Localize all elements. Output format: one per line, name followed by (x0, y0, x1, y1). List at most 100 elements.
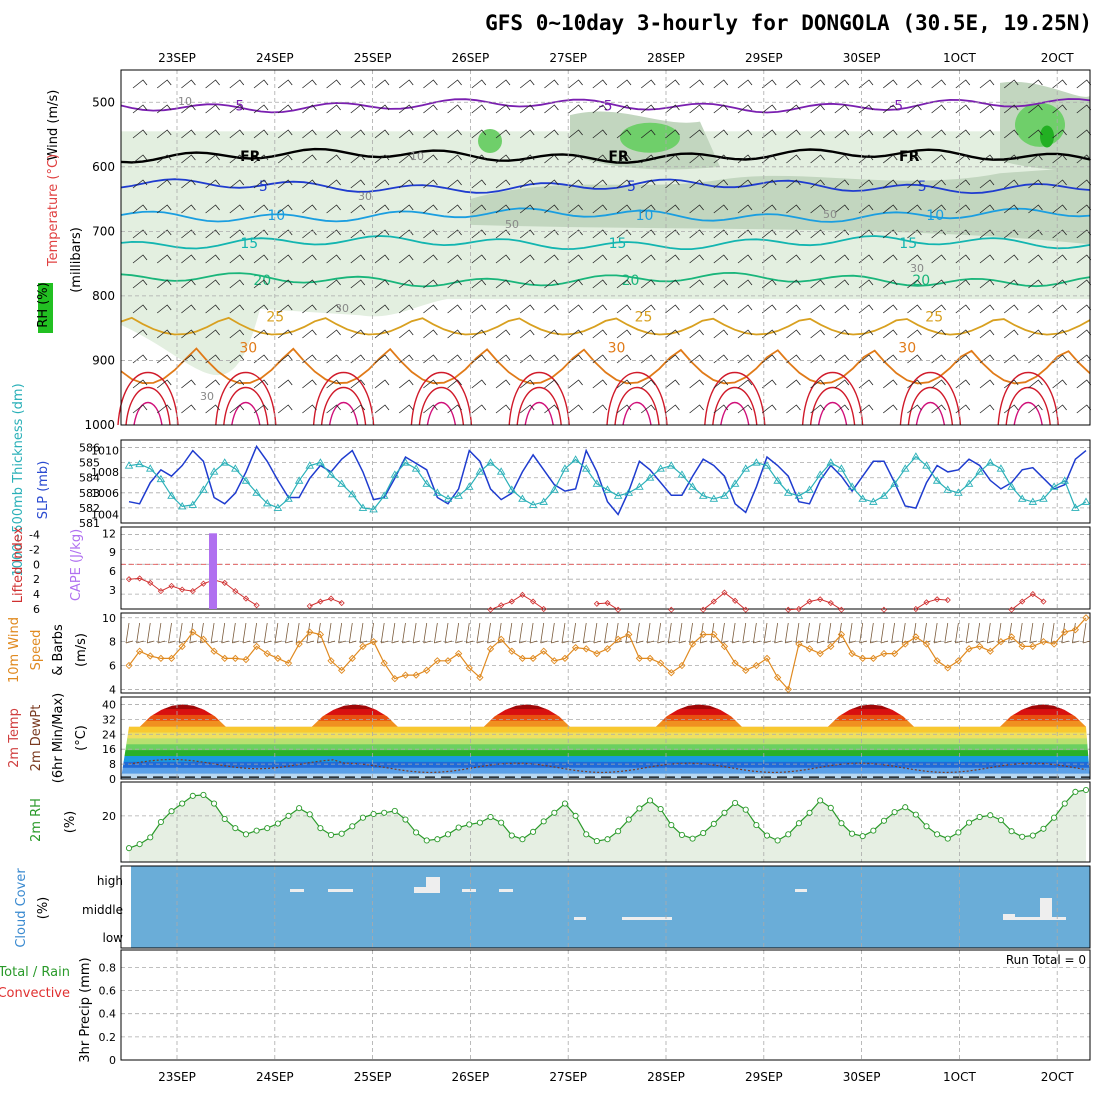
wind-barb (205, 179, 220, 189)
wind-speed-marker (263, 649, 271, 658)
thickness-marker (475, 467, 485, 475)
wind-barb (640, 179, 656, 189)
rh-2m-marker (997, 817, 1004, 824)
wind-barb (640, 204, 656, 214)
wind-barb (592, 204, 608, 214)
wind-barb (398, 79, 414, 89)
wind-barb (737, 79, 753, 89)
wind-speed-marker (922, 640, 931, 648)
wind-barb (447, 154, 462, 164)
rh-2m-marker (338, 830, 345, 837)
wind-barb (302, 154, 317, 164)
thickness-marker (273, 503, 283, 511)
date-tick-label: 26SEP (452, 1070, 490, 1084)
wind-barb (132, 279, 148, 289)
wind-barb (374, 329, 390, 339)
wind-barb (398, 204, 414, 214)
wind-barb (544, 304, 559, 314)
wind-barb (519, 104, 535, 114)
wind-barb (1052, 204, 1067, 214)
wind-barb (568, 404, 583, 414)
rh-2m-marker (157, 818, 164, 826)
thickness-marker (879, 491, 889, 499)
middle-cloud-bar (1040, 898, 1052, 920)
cape-bar (209, 533, 217, 609)
isotherm-line (614, 386, 660, 426)
wind-speed-marker (508, 647, 516, 655)
wind-barb (955, 79, 971, 89)
wind-barb (713, 304, 729, 314)
isotherm-label: 25 (635, 310, 653, 326)
wind-barb (931, 254, 946, 264)
thickness-marker (752, 458, 761, 466)
wind-barb (931, 179, 946, 189)
lifted-index-marker (838, 606, 845, 613)
isotherm-line (223, 386, 269, 426)
rh-2m-marker (604, 836, 611, 843)
wind-barb (423, 404, 438, 414)
wind-barb (423, 204, 438, 214)
lifted-index-marker (147, 579, 154, 586)
wind-barb (713, 279, 729, 289)
wind-speed-marker (880, 649, 888, 658)
precip-tick-label: 0.6 (99, 985, 117, 998)
wind-barb (350, 79, 366, 89)
wind-speed-marker (837, 630, 846, 639)
date-tick-label: 29SEP (745, 1070, 783, 1084)
wind-speed-marker (582, 645, 590, 653)
lifted-index-line (702, 591, 747, 611)
wind-barb (955, 379, 971, 389)
rh-2m-marker (700, 830, 707, 837)
wind-barb (326, 179, 341, 189)
wind-barb (471, 79, 487, 89)
temp-color-band (121, 737, 1090, 745)
wind-speed-marker (465, 664, 473, 672)
isotherm-line (120, 235, 1091, 250)
thickness-marker (698, 491, 708, 499)
wind-barb (471, 254, 487, 264)
wind-barb-10m (136, 622, 144, 644)
rh-2m-marker (274, 820, 281, 827)
wind-barb (568, 129, 583, 139)
date-tick-label: 28SEP (647, 51, 685, 65)
wind-barb (616, 304, 632, 314)
wind-barb (350, 254, 366, 264)
wind-barb (979, 379, 995, 389)
wind-barb (810, 329, 825, 339)
date-tick-label: 27SEP (549, 51, 587, 65)
thickness-marker (390, 470, 400, 478)
wind-barb (834, 404, 850, 414)
wind-barb (955, 404, 971, 414)
lifted-index-marker (912, 605, 919, 613)
wind-barb (737, 304, 753, 314)
cloud-background (131, 866, 1090, 948)
wind-barb (156, 354, 172, 364)
wind-barb (1028, 129, 1043, 139)
wind-barb (979, 279, 995, 289)
lifted-index-marker (221, 579, 228, 586)
rh-2m-marker (327, 831, 335, 838)
cloud-unit-label: (%) (36, 897, 51, 920)
wind-barb (181, 404, 196, 414)
wind-speed-marker (1018, 642, 1026, 651)
wind-barb (181, 154, 196, 164)
wind-barb (907, 104, 922, 114)
wind-barb (834, 129, 850, 139)
slp-thickness-panel: 586 585 584 583 582 581 1010 1008 1006 1004 1000~5… (11, 383, 1091, 577)
wind-barb (350, 329, 366, 339)
lifted-index-marker (817, 596, 824, 603)
wind-barb-10m (402, 622, 410, 644)
isotherm-line (508, 371, 570, 426)
wind-barb (834, 79, 850, 89)
lifted-index-marker (934, 596, 941, 603)
wind-barb (519, 379, 535, 389)
temp-tick-label: 8 (109, 758, 116, 771)
wind-barb (761, 154, 777, 164)
wind-barb (132, 354, 148, 364)
wind-barb (737, 179, 753, 189)
wind-speed-marker (486, 645, 495, 653)
wind-barb (156, 229, 172, 239)
rh-contour-label: 50 (823, 208, 837, 221)
wind-barb (253, 104, 269, 114)
wind-barb (1028, 404, 1043, 414)
